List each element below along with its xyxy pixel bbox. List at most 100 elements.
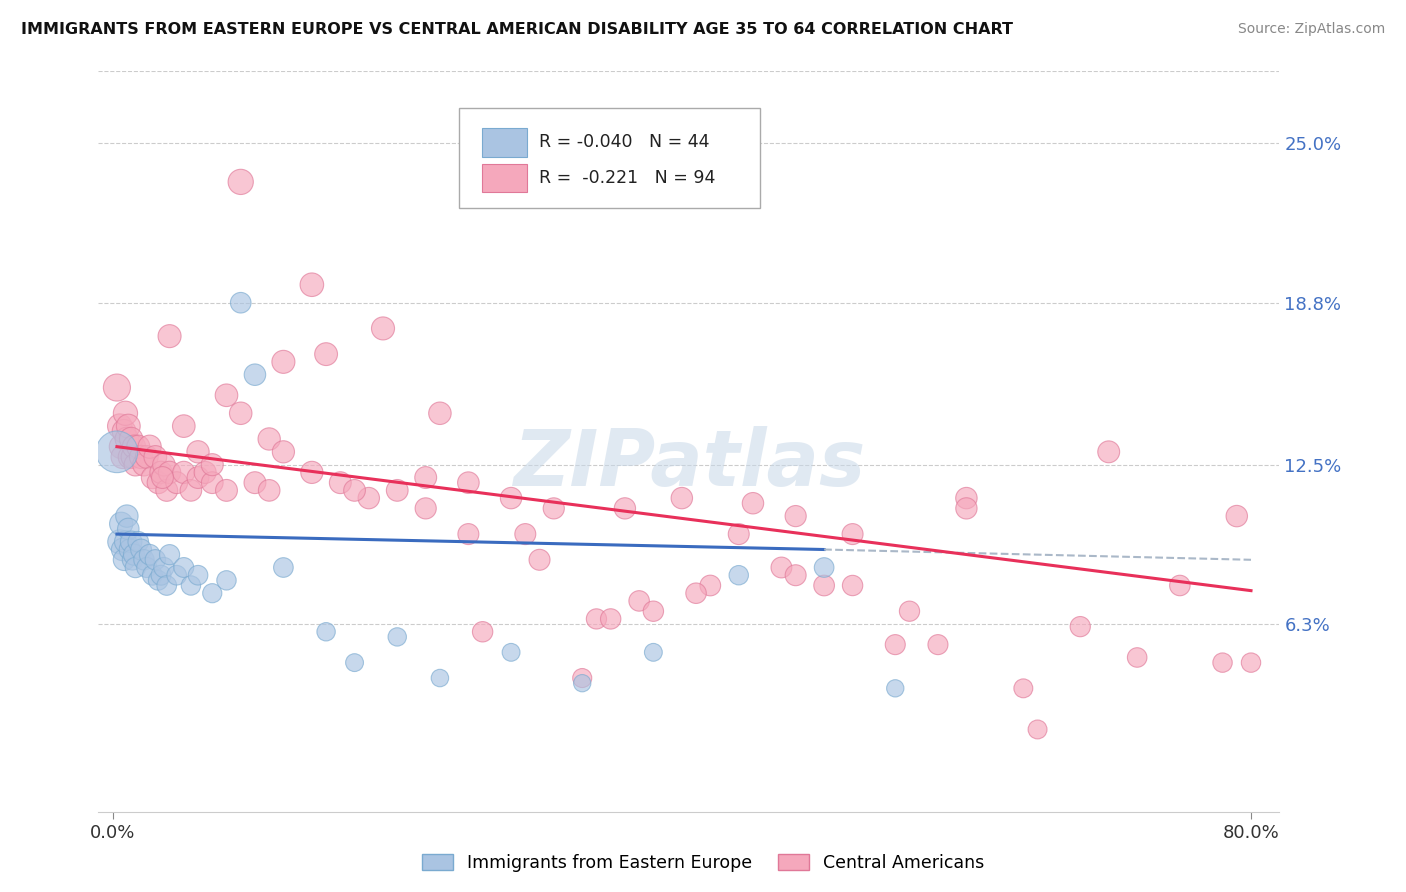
Point (387, 630, 409, 644)
Point (201, 458, 224, 472)
Point (159, 466, 181, 480)
Point (135, 450, 157, 464)
Point (194, 466, 217, 480)
Point (150, 466, 173, 480)
Point (112, 553, 135, 567)
Point (114, 534, 136, 549)
Point (138, 548, 160, 562)
Point (884, 681, 907, 696)
Point (229, 406, 252, 420)
Point (153, 560, 176, 574)
Point (187, 445, 209, 459)
Point (105, 445, 128, 459)
Point (357, 491, 380, 505)
Point (159, 548, 181, 562)
Point (841, 527, 863, 541)
Point (110, 440, 132, 454)
Point (110, 516, 132, 531)
Point (215, 574, 238, 588)
Text: IMMIGRANTS FROM EASTERN EUROPE VS CENTRAL AMERICAN DISABILITY AGE 35 TO 64 CORRE: IMMIGRANTS FROM EASTERN EUROPE VS CENTRA… (21, 22, 1014, 37)
Text: ZIPatlas: ZIPatlas (513, 425, 865, 502)
Point (371, 321, 394, 335)
Point (1012, 681, 1035, 696)
Point (153, 458, 176, 472)
Point (121, 450, 143, 464)
Point (699, 578, 721, 592)
Point (343, 483, 366, 498)
Point (1069, 619, 1091, 633)
Point (243, 368, 266, 382)
Point (813, 560, 835, 574)
Point (571, 671, 593, 685)
Point (180, 578, 202, 592)
Point (118, 450, 141, 464)
Point (1098, 445, 1121, 459)
Point (785, 509, 807, 524)
Bar (482, 128, 527, 156)
Point (955, 501, 977, 516)
Point (166, 568, 188, 582)
Point (387, 483, 409, 498)
Point (499, 491, 522, 505)
Point (415, 470, 437, 484)
Point (141, 470, 163, 484)
Point (108, 419, 131, 434)
Point (315, 347, 337, 361)
Point (257, 432, 280, 446)
FancyBboxPatch shape (458, 109, 759, 209)
Point (1126, 650, 1149, 665)
Point (257, 483, 280, 498)
Point (499, 645, 522, 659)
Legend: Immigrants from Eastern Europe, Central Americans: Immigrants from Eastern Europe, Central … (415, 847, 991, 879)
Point (315, 624, 337, 639)
Point (118, 542, 141, 557)
Point (122, 440, 145, 454)
Point (1168, 578, 1191, 592)
Point (785, 568, 807, 582)
Point (229, 295, 252, 310)
Point (129, 450, 152, 464)
Point (770, 560, 793, 574)
Point (529, 553, 551, 567)
Point (671, 491, 693, 505)
Point (132, 553, 155, 567)
Point (115, 432, 138, 446)
Point (156, 483, 179, 498)
Point (120, 534, 142, 549)
Point (884, 638, 907, 652)
Point (150, 568, 173, 582)
Point (148, 574, 170, 588)
Point (415, 501, 437, 516)
Point (120, 432, 142, 446)
Point (301, 277, 323, 292)
Point (201, 475, 224, 490)
Point (301, 466, 323, 480)
Point (166, 475, 188, 490)
Point (127, 534, 149, 549)
Point (111, 542, 134, 557)
Point (215, 388, 238, 402)
Point (429, 671, 451, 685)
Point (273, 445, 295, 459)
Point (121, 553, 143, 567)
Point (127, 440, 149, 454)
Point (429, 406, 451, 420)
Point (742, 496, 765, 510)
Point (173, 419, 195, 434)
Point (180, 483, 202, 498)
Text: Source: ZipAtlas.com: Source: ZipAtlas.com (1237, 22, 1385, 37)
Point (115, 509, 138, 524)
Point (124, 458, 146, 472)
Point (813, 578, 835, 592)
Point (229, 175, 252, 189)
Point (571, 676, 593, 690)
Point (152, 470, 174, 484)
Point (599, 612, 621, 626)
Point (141, 568, 163, 582)
Point (143, 450, 166, 464)
Point (585, 612, 607, 626)
Point (187, 470, 209, 484)
Point (135, 560, 157, 574)
Point (148, 475, 170, 490)
Point (173, 560, 195, 574)
